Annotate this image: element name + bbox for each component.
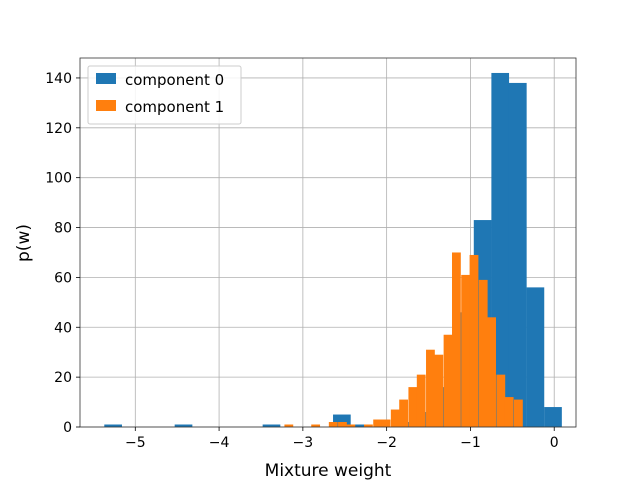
axis-ticks: −5 −4 −3 −2 −1 0 0 20 40 60 80 100 120 140 bbox=[45, 71, 558, 451]
histogram-bar-component-0 bbox=[544, 407, 562, 427]
y-tick-label: 60 bbox=[54, 270, 72, 286]
histogram-bar-component-1 bbox=[496, 374, 506, 427]
histogram-bar-component-0 bbox=[262, 424, 281, 427]
histogram-bar-component-1 bbox=[311, 424, 321, 427]
histogram-bar-component-1 bbox=[504, 397, 514, 427]
histogram-bar-component-1 bbox=[461, 274, 471, 427]
histogram-bar-component-0 bbox=[104, 424, 122, 427]
y-tick-label: 120 bbox=[45, 121, 72, 137]
y-tick-label: 0 bbox=[63, 420, 72, 436]
histogram-bar-component-1 bbox=[478, 279, 488, 427]
y-tick-label: 20 bbox=[54, 370, 72, 386]
y-tick-label: 140 bbox=[45, 71, 72, 87]
histogram-bar-component-1 bbox=[487, 317, 496, 427]
histogram-bar-component-1 bbox=[514, 399, 523, 427]
y-tick-label: 80 bbox=[54, 221, 72, 237]
histogram-bar-component-0 bbox=[526, 287, 545, 427]
y-axis-label: p(w) bbox=[14, 224, 34, 262]
legend: component 0 component 1 bbox=[87, 65, 242, 125]
y-tick-label: 40 bbox=[54, 320, 72, 336]
legend-box bbox=[87, 65, 242, 125]
histogram-bar-component-1 bbox=[373, 419, 383, 427]
histogram-bar-component-0 bbox=[508, 82, 527, 427]
histogram-bar-component-1 bbox=[346, 424, 356, 427]
histogram-bar-component-1 bbox=[364, 424, 373, 427]
x-tick-label: −5 bbox=[125, 435, 146, 451]
histogram-bar-component-1 bbox=[338, 422, 347, 427]
histogram-bar-component-0 bbox=[174, 424, 193, 427]
x-tick-label: −3 bbox=[293, 435, 314, 451]
x-tick-label: 0 bbox=[550, 435, 559, 451]
histogram-bar-component-1 bbox=[443, 334, 453, 427]
legend-swatch-component-1 bbox=[96, 100, 116, 111]
histogram-bar-component-1 bbox=[416, 374, 426, 427]
x-axis-label: Mixture weight bbox=[265, 461, 392, 480]
histogram-bar-component-1 bbox=[469, 254, 479, 427]
histogram-bar-component-1 bbox=[390, 409, 400, 427]
histogram-bar-component-0 bbox=[350, 424, 369, 427]
histogram-bar-component-1 bbox=[452, 252, 461, 427]
y-tick-label: 100 bbox=[45, 171, 72, 187]
histogram-bar-component-1 bbox=[381, 419, 391, 427]
histogram-bar-component-1 bbox=[328, 422, 338, 427]
legend-swatch-component-0 bbox=[96, 73, 116, 84]
x-tick-label: −2 bbox=[376, 435, 397, 451]
x-tick-label: −1 bbox=[460, 435, 481, 451]
legend-label-component-1: component 1 bbox=[125, 98, 224, 116]
plot-frame bbox=[79, 57, 577, 428]
x-tick-label: −4 bbox=[209, 435, 230, 451]
bars bbox=[104, 72, 562, 427]
histogram-bar-component-1 bbox=[426, 349, 435, 427]
histogram-bar-component-1 bbox=[434, 354, 444, 427]
histogram-bar-component-1 bbox=[399, 399, 409, 427]
histogram-bar-component-1 bbox=[408, 387, 418, 427]
legend-label-component-0: component 0 bbox=[125, 71, 224, 89]
histogram-bar-component-1 bbox=[284, 424, 294, 427]
